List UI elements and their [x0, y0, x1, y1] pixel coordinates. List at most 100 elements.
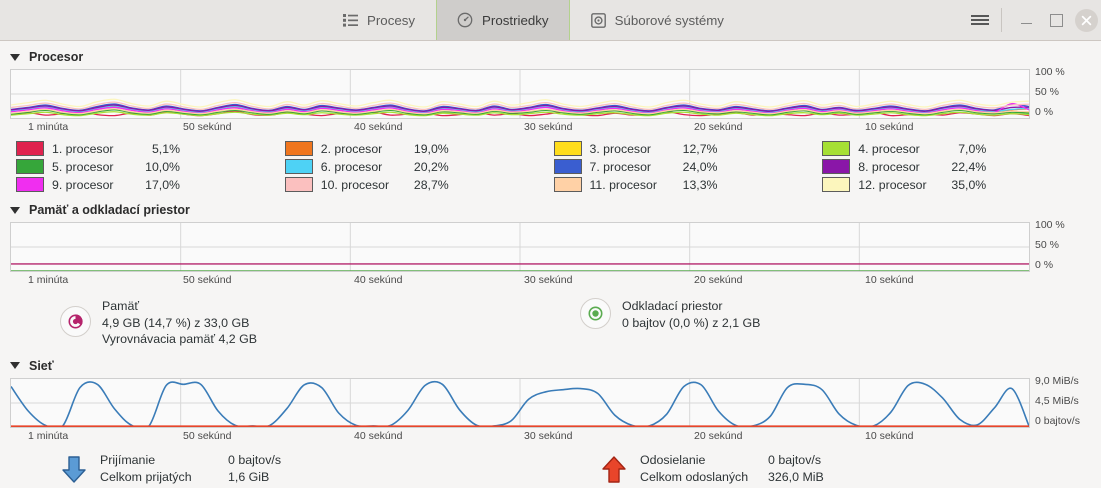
receiving-total-label: Celkom prijatých [100, 469, 192, 484]
network-legend: Prijímanie 0 bajtov/s Celkom prijatých 1… [0, 452, 1101, 486]
cpu-legend-item: 12. procesor 35,0% [822, 177, 1091, 192]
cpu-graph [10, 69, 1030, 119]
memory-x-tick: 20 sekúnd [694, 274, 743, 286]
receiving-rate-row: Prijímanie 0 bajtov/s [100, 452, 281, 469]
memory-section-header[interactable]: Pamäť a odkladací priestor [0, 192, 1101, 222]
cpu-legend-value: 35,0% [951, 177, 987, 192]
memory-x-tick: 50 sekúnd [183, 274, 232, 286]
sending-total-row: Celkom odoslaných 326,0 MiB [640, 469, 824, 486]
memory-usage: 4,9 GB (14,7 %) z 33,0 GB [102, 315, 250, 330]
gauge-icon [457, 12, 473, 28]
upload-arrow-icon [600, 455, 628, 485]
cpu-section-title: Procesor [29, 50, 84, 64]
memory-x-axis: 1 minúta 50 sekúnd 40 sekúnd 30 sekúnd 2… [10, 273, 1091, 288]
cpu-legend-label: 12. procesor [858, 177, 927, 192]
memory-graph-row: 100 % 50 % 0 % [10, 219, 1091, 272]
cpu-legend-item: 8. procesor 22,4% [822, 159, 1091, 174]
cpu-x-tick: 40 sekúnd [354, 121, 403, 133]
maximize-button[interactable] [1041, 0, 1071, 40]
cpu-legend-value: 17,0% [145, 177, 180, 192]
cpu-legend-label: 3. procesor [589, 141, 652, 156]
swap-pie-icon [580, 298, 611, 329]
cpu-x-tick: 1 minúta [28, 121, 69, 133]
series-line [11, 109, 1029, 114]
close-button[interactable] [1071, 0, 1101, 40]
cpu-y-axis: 100 % 50 % 0 % [1035, 66, 1091, 118]
cpu-legend-item: 1. procesor 5,1% [16, 141, 285, 156]
network-y-tick: 0 bajtov/s [1035, 414, 1080, 427]
minimize-button[interactable] [1011, 0, 1041, 40]
network-x-tick: 30 sekúnd [524, 429, 573, 442]
cpu-y-tick: 50 % [1035, 86, 1059, 98]
network-x-tick: 10 sekúnd [865, 429, 914, 442]
network-x-tick: 1 minúta [28, 429, 69, 442]
cpu-color-swatch [16, 159, 44, 174]
cpu-legend-value: 10,0% [145, 159, 180, 174]
chevron-down-icon [10, 53, 20, 61]
cpu-color-swatch [553, 159, 582, 174]
network-graph-row: 9,0 MiB/s 4,5 MiB/s 0 bajtov/s [10, 374, 1091, 428]
series-line [11, 106, 1029, 112]
tab-label: Procesy [367, 12, 416, 28]
tab-label: Prostriedky [482, 12, 549, 28]
memory-label: Pamäť [102, 299, 140, 313]
tab-procesy[interactable]: Procesy [322, 0, 436, 40]
cpu-legend-item: 10. procesor 28,7% [284, 177, 554, 192]
tab-bar: Procesy Prostriedky Súborové systémy [322, 0, 745, 40]
series-line [11, 110, 1029, 115]
memory-section-title: Pamäť a odkladací priestor [29, 203, 190, 217]
cpu-legend-value: 20,2% [413, 159, 449, 174]
chevron-down-icon [10, 362, 20, 369]
cpu-legend-value: 28,7% [413, 177, 449, 192]
memory-legend-text: Pamäť 4,9 GB (14,7 %) z 33,0 GB Vyrovnáv… [102, 298, 257, 348]
chevron-down-icon [10, 206, 20, 214]
network-x-tick: 20 sekúnd [694, 429, 743, 442]
swap-legend-text: Odkladací priestor 0 bajtov (0,0 %) z 2,… [622, 298, 760, 331]
cpu-legend-label: 9. procesor [52, 177, 114, 192]
cpu-color-swatch [822, 141, 851, 156]
series-line [11, 112, 1029, 116]
cpu-color-swatch [822, 159, 851, 174]
network-x-axis: 1 minúta 50 sekúnd 40 sekúnd 30 sekúnd 2… [10, 429, 1091, 444]
cpu-y-tick: 0 % [1035, 106, 1054, 118]
cpu-legend-value: 19,0% [413, 141, 449, 156]
memory-legend-swap: Odkladací priestor 0 bajtov (0,0 %) z 2,… [580, 298, 760, 348]
series-line [11, 102, 1029, 109]
cpu-legend-item: 9. procesor 17,0% [16, 177, 285, 192]
sending-total-label: Celkom odoslaných [640, 469, 749, 484]
sending-rate-row: Odosielanie 0 bajtov/s [640, 452, 824, 469]
sending-value: 0 bajtov/s [768, 452, 822, 467]
titlebar: Procesy Prostriedky Súborové systémy [0, 0, 1101, 41]
network-y-tick: 9,0 MiB/s [1035, 374, 1079, 387]
cpu-color-swatch [16, 141, 44, 156]
tab-prostriedky[interactable]: Prostriedky [436, 0, 570, 40]
cpu-legend-label: 5. procesor [52, 159, 114, 174]
memory-legend: Pamäť 4,9 GB (14,7 %) z 33,0 GB Vyrovnáv… [0, 298, 1101, 348]
cpu-legend-value: 22,4% [951, 159, 987, 174]
network-section-title: Sieť [29, 358, 54, 373]
cpu-legend-label: 1. procesor [52, 141, 114, 156]
cpu-color-swatch [284, 141, 313, 156]
hamburger-icon[interactable] [963, 0, 997, 40]
cpu-legend-label: 11. procesor [589, 177, 657, 192]
cpu-color-swatch [284, 177, 313, 192]
close-icon [1074, 8, 1098, 32]
list-icon [343, 13, 358, 27]
memory-graph [10, 222, 1030, 272]
tab-suborove-systemy[interactable]: Súborové systémy [570, 0, 745, 40]
memory-y-tick: 100 % [1035, 219, 1065, 231]
cpu-legend-value: 12,7% [682, 141, 718, 156]
memory-cache: Vyrovnávacia pamäť 4,2 GB [102, 332, 258, 346]
download-arrow-icon [60, 455, 88, 485]
network-section-header[interactable]: Sieť [0, 348, 1101, 378]
network-legend-receiving: Prijímanie 0 bajtov/s Celkom prijatých 1… [60, 452, 600, 486]
cpu-section-header[interactable]: Procesor [0, 41, 1101, 69]
cpu-legend-item: 7. procesor 24,0% [553, 159, 823, 174]
sending-label: Odosielanie [640, 452, 706, 467]
cpu-legend-item: 2. procesor 19,0% [284, 141, 554, 156]
cpu-legend-label: 10. procesor [320, 177, 390, 192]
receiving-value: 0 bajtov/s [228, 452, 282, 467]
window-controls [963, 0, 1101, 40]
cpu-x-axis: 1 minúta 50 sekúnd 40 sekúnd 30 sekúnd 2… [10, 120, 1091, 135]
cpu-legend: 1. procesor 5,1% 2. procesor 19,0% 3. proces… [16, 141, 1091, 192]
